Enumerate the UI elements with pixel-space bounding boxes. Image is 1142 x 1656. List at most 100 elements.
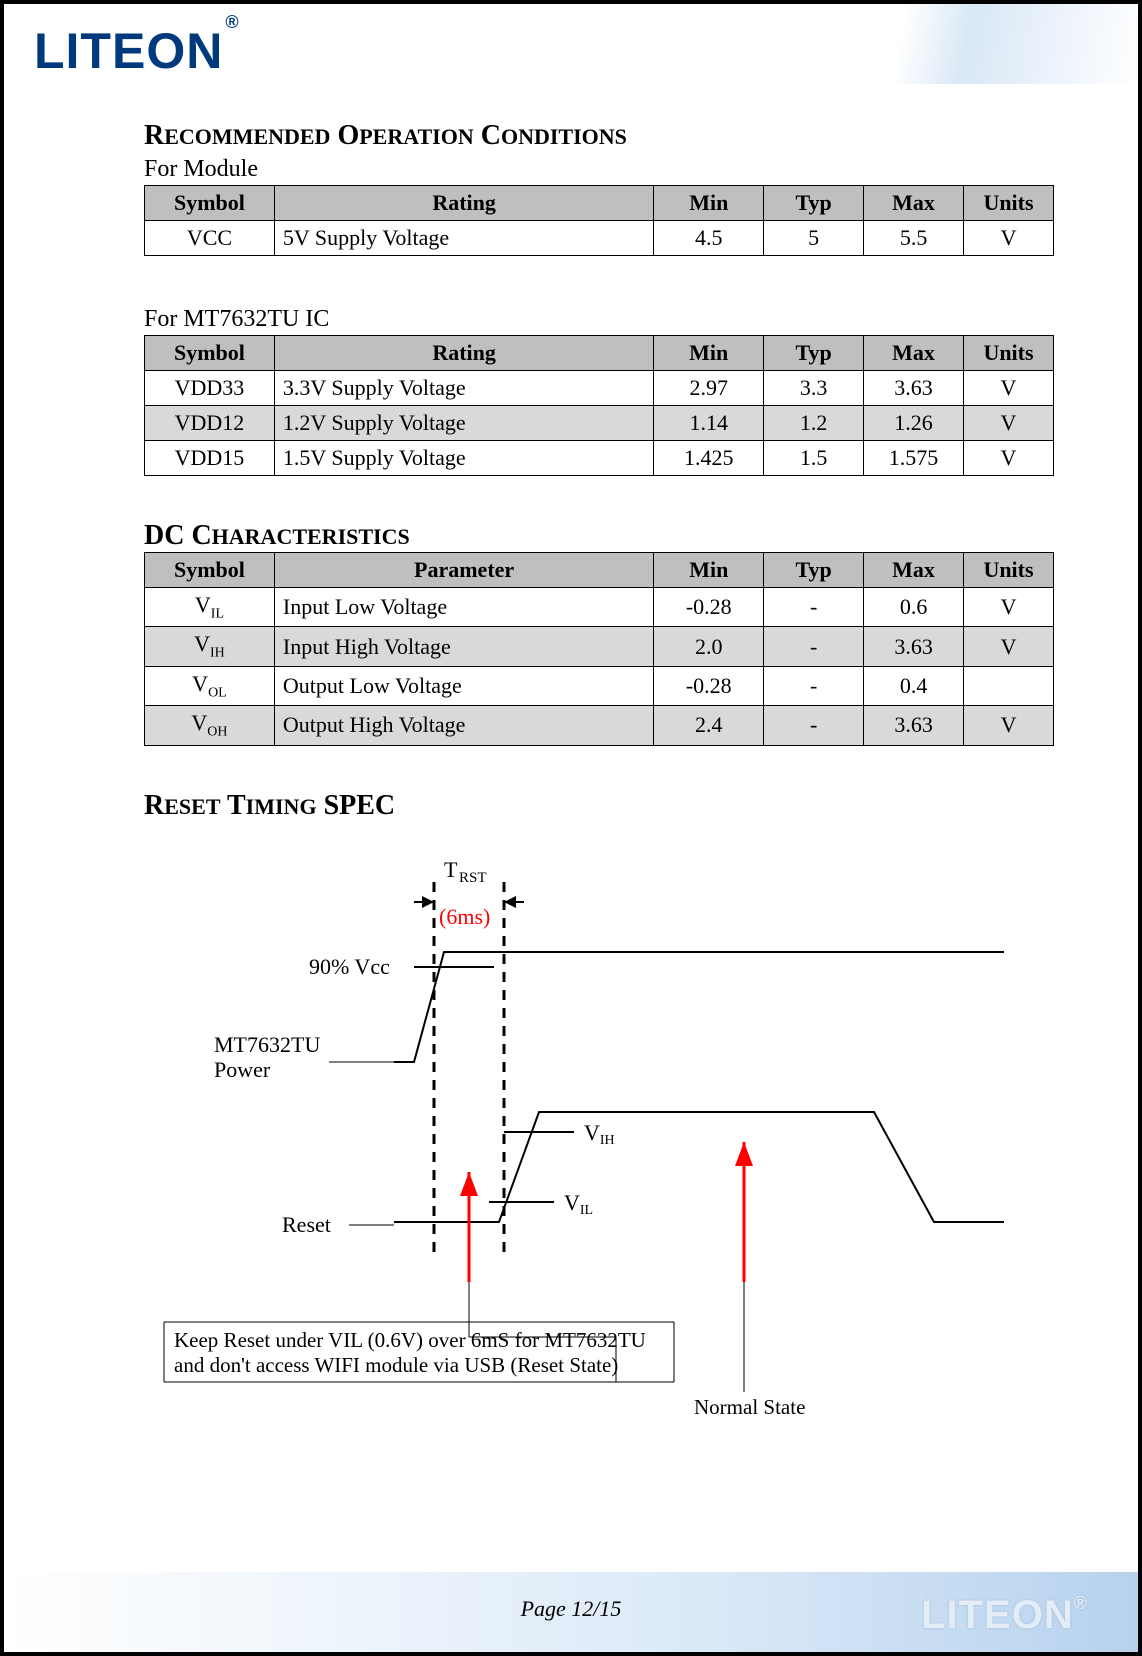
- logo-bottom: LITEON®: [921, 1593, 1088, 1638]
- cell-units: V: [964, 221, 1054, 256]
- cell-min: 2.0: [654, 627, 764, 666]
- page: LITEON® RECOMMENDED OPERATION CONDITIONS…: [0, 0, 1142, 1656]
- th-max: Max: [864, 553, 964, 588]
- table-ic: Symbol Rating Min Typ Max Units VDD333.3…: [144, 335, 1054, 476]
- cell-max: 5.5: [864, 221, 964, 256]
- th-units: Units: [964, 336, 1054, 371]
- label-vih: VIH: [584, 1120, 615, 1148]
- cell-typ: 5: [764, 221, 864, 256]
- label-trst-val: (6ms): [439, 904, 490, 929]
- th-min: Min: [654, 553, 764, 588]
- cell-symbol: VOL: [145, 666, 275, 705]
- cell-typ: 1.2: [764, 406, 864, 441]
- cell-min: 2.4: [654, 706, 764, 745]
- cell-units: V: [964, 627, 1054, 666]
- cell-symbol: VIL: [145, 588, 275, 627]
- cell-min: -0.28: [654, 588, 764, 627]
- cell-units: V: [964, 588, 1054, 627]
- cell-units: V: [964, 441, 1054, 476]
- cell-max: 0.4: [864, 666, 964, 705]
- section1-sub1: For Module: [144, 156, 1064, 183]
- cell-typ: -: [764, 588, 864, 627]
- table-row: VILInput Low Voltage-0.28-0.6V: [145, 588, 1054, 627]
- table-row: VOLOutput Low Voltage-0.28-0.4: [145, 666, 1054, 705]
- cell-max: 1.26: [864, 406, 964, 441]
- cell-units: V: [964, 406, 1054, 441]
- th-min: Min: [654, 336, 764, 371]
- table-header-row: Symbol Parameter Min Typ Max Units: [145, 553, 1054, 588]
- cell-max: 3.63: [864, 371, 964, 406]
- cell-min: -0.28: [654, 666, 764, 705]
- cell-symbol: VDD12: [145, 406, 275, 441]
- table-row: VIHInput High Voltage2.0-3.63V: [145, 627, 1054, 666]
- th-units: Units: [964, 553, 1054, 588]
- cell-param: 5V Supply Voltage: [274, 221, 653, 256]
- th-max: Max: [864, 336, 964, 371]
- cell-typ: -: [764, 706, 864, 745]
- logo-top: LITEON®: [34, 22, 238, 80]
- note-line1: Keep Reset under VIL (0.6V) over 6mS for…: [174, 1328, 646, 1352]
- cell-param: Input Low Voltage: [274, 588, 653, 627]
- cell-typ: -: [764, 627, 864, 666]
- table-dc: Symbol Parameter Min Typ Max Units VILIn…: [144, 552, 1054, 746]
- table-module: Symbol Rating Min Typ Max Units VCC5V Su…: [144, 185, 1054, 256]
- th-rating: Rating: [274, 186, 653, 221]
- cell-param: Output Low Voltage: [274, 666, 653, 705]
- cell-param: 1.5V Supply Voltage: [274, 441, 653, 476]
- cell-param: Output High Voltage: [274, 706, 653, 745]
- section1-title: RECOMMENDED OPERATION CONDITIONS: [144, 120, 1064, 152]
- th-symbol: Symbol: [145, 553, 275, 588]
- label-power-1: MT7632TU: [214, 1032, 320, 1057]
- note-line2: and don't access WIFI module via USB (Re…: [174, 1353, 618, 1377]
- cell-typ: 3.3: [764, 371, 864, 406]
- cell-symbol: VDD33: [145, 371, 275, 406]
- timing-diagram: T RST (6ms) 90% Vcc MT7632TU Power Reset: [134, 822, 1044, 1442]
- th-min: Min: [654, 186, 764, 221]
- th-typ: Typ: [764, 336, 864, 371]
- section2-title: DC CHARACTERISTICS: [144, 520, 1064, 552]
- th-max: Max: [864, 186, 964, 221]
- label-reset: Reset: [282, 1212, 331, 1237]
- cell-symbol: VDD15: [145, 441, 275, 476]
- table-row: VCC5V Supply Voltage4.555.5V: [145, 221, 1054, 256]
- cell-min: 4.5: [654, 221, 764, 256]
- table-row: VDD121.2V Supply Voltage1.141.21.26V: [145, 406, 1054, 441]
- th-symbol: Symbol: [145, 336, 275, 371]
- cell-min: 1.425: [654, 441, 764, 476]
- cell-units: V: [964, 706, 1054, 745]
- table-row: VDD151.5V Supply Voltage1.4251.51.575V: [145, 441, 1054, 476]
- table-header-row: Symbol Rating Min Typ Max Units: [145, 336, 1054, 371]
- header-accent: [878, 4, 1138, 84]
- cell-param: Input High Voltage: [274, 627, 653, 666]
- label-normal: Normal State: [694, 1395, 805, 1419]
- label-trst-sub: RST: [459, 870, 487, 886]
- label-vil: VIL: [564, 1190, 593, 1218]
- th-symbol: Symbol: [145, 186, 275, 221]
- section3-title: RESET TIMING SPEC: [144, 790, 1064, 822]
- cell-symbol: VCC: [145, 221, 275, 256]
- cell-max: 1.575: [864, 441, 964, 476]
- table-row: VOHOutput High Voltage2.4-3.63V: [145, 706, 1054, 745]
- th-param: Parameter: [274, 553, 653, 588]
- label-power-2: Power: [214, 1057, 271, 1082]
- cell-max: 0.6: [864, 588, 964, 627]
- cell-typ: -: [764, 666, 864, 705]
- cell-param: 3.3V Supply Voltage: [274, 371, 653, 406]
- cell-symbol: VIH: [145, 627, 275, 666]
- table-row: VDD333.3V Supply Voltage2.973.33.63V: [145, 371, 1054, 406]
- content: RECOMMENDED OPERATION CONDITIONS For Mod…: [144, 120, 1064, 1442]
- table-header-row: Symbol Rating Min Typ Max Units: [145, 186, 1054, 221]
- section1-sub2: For MT7632TU IC: [144, 306, 1064, 333]
- th-typ: Typ: [764, 186, 864, 221]
- th-typ: Typ: [764, 553, 864, 588]
- cell-min: 2.97: [654, 371, 764, 406]
- cell-param: 1.2V Supply Voltage: [274, 406, 653, 441]
- label-90vcc: 90% Vcc: [309, 954, 390, 979]
- cell-symbol: VOH: [145, 706, 275, 745]
- cell-min: 1.14: [654, 406, 764, 441]
- th-units: Units: [964, 186, 1054, 221]
- logo-text: LITEON: [34, 23, 223, 79]
- th-rating: Rating: [274, 336, 653, 371]
- cell-units: V: [964, 371, 1054, 406]
- cell-max: 3.63: [864, 627, 964, 666]
